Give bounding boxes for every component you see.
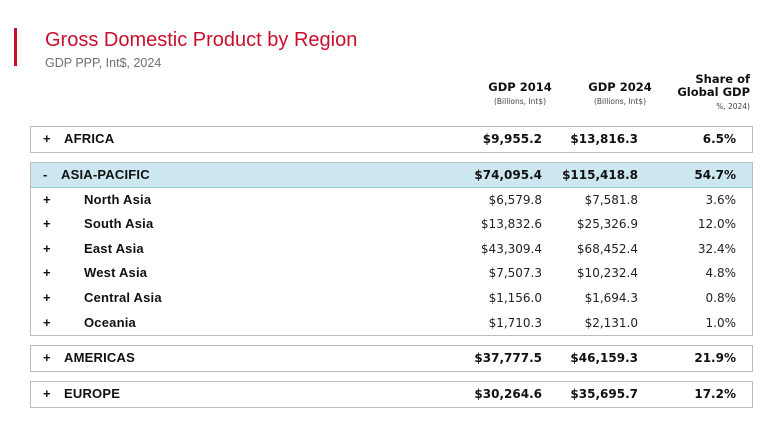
column-header-gdp-2014: GDP 2014 (Billions, Int$) — [484, 80, 556, 107]
column-header-share-global-gdp: Share of Global GDP %, 2024) — [660, 72, 750, 112]
gdp-2024-value: $115,418.8 — [562, 168, 638, 182]
table-row-americas[interactable]: + AMERICAS $37,777.5 $46,159.3 21.9% — [31, 346, 752, 371]
expand-toggle[interactable]: + — [43, 314, 51, 330]
gdp-2024-value: $68,452.4 — [576, 241, 638, 256]
region-block-americas: + AMERICAS $37,777.5 $46,159.3 21.9% — [30, 345, 753, 372]
region-name: AMERICAS — [64, 350, 135, 365]
page-subtitle: GDP PPP, Int$, 2024 — [45, 56, 162, 70]
region-name: EUROPE — [64, 386, 121, 401]
gdp-2024-value: $1,694.3 — [584, 290, 638, 305]
gdp-2014-value: $37,777.5 — [474, 351, 542, 365]
region-name: ASIA-PACIFIC — [61, 167, 150, 182]
gdp-2014-value: $9,955.2 — [482, 132, 542, 146]
expand-toggle-africa[interactable]: + — [43, 131, 51, 146]
column-header-sublabel: (Billions, Int$) — [593, 97, 647, 106]
share-value: 3.6% — [705, 192, 737, 207]
share-value: 54.7% — [694, 168, 736, 182]
share-value: 4.8% — [705, 266, 737, 281]
gdp-2024-value: $13,816.3 — [570, 132, 638, 146]
table-row-africa[interactable]: + AFRICA $9,955.2 $13,816.3 6.5% — [31, 127, 752, 152]
share-value: 12.0% — [697, 217, 736, 232]
gdp-2014-value: $74,095.4 — [474, 168, 542, 182]
table-row-west-asia[interactable]: + West Asia $7,507.3 $10,232.4 4.8% — [31, 261, 752, 286]
gdp-2024-value: $25,326.9 — [576, 217, 638, 232]
share-value: 6.5% — [702, 132, 736, 146]
column-header-sublabel: (Billions, Int$) — [493, 97, 547, 106]
gdp-2024-value: $46,159.3 — [570, 351, 638, 365]
title-accent-bar — [14, 28, 17, 66]
expand-toggle-europe[interactable]: + — [43, 386, 51, 401]
column-header-label: Share of — [695, 72, 750, 86]
gdp-2024-value: $35,695.7 — [570, 387, 638, 401]
expand-toggle[interactable]: + — [43, 216, 51, 232]
page-title: Gross Domestic Product by Region — [45, 29, 358, 51]
column-header-label: GDP 2014 — [488, 80, 552, 94]
gdp-2014-value: $1,156.0 — [488, 290, 542, 305]
table-row-central-asia[interactable]: + Central Asia $1,156.0 $1,694.3 0.8% — [31, 286, 752, 311]
column-header-sublabel: %, 2024) — [716, 102, 750, 111]
column-header-label: GDP 2024 — [588, 80, 652, 94]
subregion-name: West Asia — [84, 265, 148, 281]
region-block-europe: + EUROPE $30,264.6 $35,695.7 17.2% — [30, 381, 753, 408]
table-row-north-asia[interactable]: + North Asia $6,579.8 $7,581.8 3.6% — [31, 188, 752, 213]
collapse-toggle-asia-pacific[interactable]: - — [43, 167, 48, 182]
share-value: 32.4% — [697, 241, 736, 256]
subregion-name: Oceania — [84, 314, 136, 330]
expand-toggle[interactable]: + — [43, 240, 51, 256]
table-row-asia-pacific[interactable]: - ASIA-PACIFIC $74,095.4 $115,418.8 54.7… — [31, 163, 752, 188]
gdp-2014-value: $30,264.6 — [474, 387, 542, 401]
table-row-oceania[interactable]: + Oceania $1,710.3 $2,131.0 1.0% — [31, 311, 752, 336]
region-block-africa: + AFRICA $9,955.2 $13,816.3 6.5% — [30, 126, 753, 153]
subregion-name: North Asia — [84, 191, 152, 207]
region-block-asia-pacific: - ASIA-PACIFIC $74,095.4 $115,418.8 54.7… — [30, 162, 753, 337]
share-value: 0.8% — [705, 290, 737, 305]
expand-toggle-americas[interactable]: + — [43, 350, 51, 365]
share-value: 17.2% — [694, 387, 736, 401]
table-row-europe[interactable]: + EUROPE $30,264.6 $35,695.7 17.2% — [31, 382, 752, 407]
expand-toggle[interactable]: + — [43, 191, 51, 207]
gdp-2024-value: $7,581.8 — [584, 192, 638, 207]
gdp-2014-value: $13,832.6 — [480, 217, 542, 232]
gdp-2024-value: $2,131.0 — [584, 315, 638, 330]
gdp-2014-value: $1,710.3 — [488, 315, 542, 330]
subregion-name: East Asia — [84, 240, 144, 256]
subregion-name: Central Asia — [84, 289, 162, 305]
gdp-2024-value: $10,232.4 — [576, 266, 638, 281]
region-name: AFRICA — [64, 131, 115, 146]
share-value: 1.0% — [705, 315, 737, 330]
gdp-2014-value: $6,579.8 — [488, 192, 542, 207]
column-header-gdp-2024: GDP 2024 (Billions, Int$) — [584, 80, 656, 107]
subregion-name: South Asia — [84, 216, 154, 232]
column-header-label: Global GDP — [677, 85, 750, 99]
gdp-2014-value: $7,507.3 — [488, 266, 542, 281]
table-row-south-asia[interactable]: + South Asia $13,832.6 $25,326.9 12.0% — [31, 212, 752, 237]
share-value: 21.9% — [694, 351, 736, 365]
expand-toggle[interactable]: + — [43, 265, 51, 281]
gdp-2014-value: $43,309.4 — [480, 241, 542, 256]
table-row-east-asia[interactable]: + East Asia $43,309.4 $68,452.4 32.4% — [31, 237, 752, 262]
expand-toggle[interactable]: + — [43, 289, 51, 305]
